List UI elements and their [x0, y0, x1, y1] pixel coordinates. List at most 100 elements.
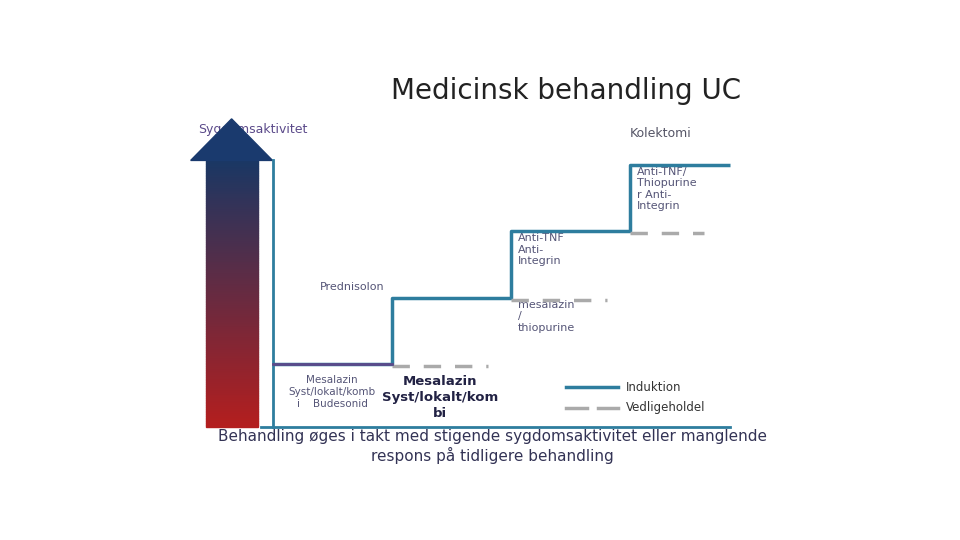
Bar	[205, 380, 257, 382]
Bar	[205, 316, 257, 318]
Bar	[205, 261, 257, 264]
Bar	[205, 164, 257, 166]
Text: Vedligeholdel: Vedligeholdel	[626, 401, 706, 414]
Bar	[205, 267, 257, 269]
Bar	[205, 210, 257, 212]
Bar	[205, 278, 257, 279]
Bar	[205, 177, 257, 178]
Bar	[205, 192, 257, 194]
Bar	[205, 384, 257, 386]
Bar	[205, 329, 257, 330]
Bar	[205, 414, 257, 416]
Bar	[205, 246, 257, 247]
Bar	[205, 295, 257, 297]
Bar	[205, 276, 257, 278]
Bar	[205, 315, 257, 316]
Bar	[205, 341, 257, 343]
Bar	[205, 279, 257, 281]
Bar	[205, 233, 257, 235]
Bar	[205, 194, 257, 196]
Bar	[205, 247, 257, 249]
Bar	[205, 184, 257, 185]
Bar	[205, 386, 257, 388]
Bar	[205, 410, 257, 413]
Bar	[205, 264, 257, 265]
Bar	[205, 417, 257, 420]
Text: Behandling øges i takt med stigende sygdomsaktivitet eller manglende
respons på : Behandling øges i takt med stigende sygd…	[218, 429, 766, 464]
Bar	[205, 228, 257, 230]
Bar	[205, 222, 257, 224]
Bar	[205, 389, 257, 391]
Bar	[205, 290, 257, 292]
Bar	[205, 242, 257, 244]
Bar	[205, 368, 257, 370]
Bar	[205, 199, 257, 201]
Bar	[205, 403, 257, 405]
Bar	[205, 251, 257, 253]
Bar	[205, 302, 257, 304]
Bar	[205, 286, 257, 288]
Bar	[205, 421, 257, 423]
Bar	[205, 322, 257, 323]
Bar	[205, 388, 257, 389]
Bar	[205, 420, 257, 421]
Bar	[205, 167, 257, 170]
Bar	[205, 355, 257, 357]
Bar	[205, 244, 257, 246]
Bar	[205, 208, 257, 210]
Bar	[205, 256, 257, 258]
Bar	[205, 271, 257, 272]
Bar	[205, 306, 257, 308]
Bar	[205, 214, 257, 215]
Bar	[205, 313, 257, 315]
Bar	[205, 240, 257, 242]
Bar	[205, 274, 257, 276]
Bar	[205, 357, 257, 359]
Bar	[205, 330, 257, 333]
Bar	[205, 395, 257, 396]
Bar	[205, 265, 257, 267]
Bar	[205, 232, 257, 233]
Bar	[205, 350, 257, 352]
Bar	[205, 343, 257, 345]
Bar	[205, 191, 257, 192]
Text: Mesalazin
Syst/lokalt/kom
bi: Mesalazin Syst/lokalt/kom bi	[382, 375, 498, 420]
Bar	[205, 297, 257, 299]
Bar	[205, 198, 257, 199]
Bar	[205, 364, 257, 366]
Bar	[205, 249, 257, 251]
Bar	[205, 402, 257, 403]
Bar	[205, 363, 257, 364]
Bar	[205, 361, 257, 363]
Bar	[205, 416, 257, 417]
Bar	[205, 166, 257, 167]
Text: Anti-TNF
Anti-
Integrin: Anti-TNF Anti- Integrin	[518, 233, 564, 266]
Bar	[205, 354, 257, 355]
Bar	[205, 253, 257, 254]
Bar	[205, 239, 257, 240]
Bar	[205, 173, 257, 174]
Bar	[205, 372, 257, 373]
Text: Prednisolon: Prednisolon	[320, 282, 384, 292]
Bar	[205, 196, 257, 198]
Bar	[205, 182, 257, 184]
Bar	[205, 180, 257, 182]
Bar	[205, 187, 257, 189]
Bar	[205, 171, 257, 173]
Bar	[205, 413, 257, 414]
Bar	[205, 281, 257, 283]
Bar	[205, 348, 257, 350]
Bar	[205, 311, 257, 313]
Bar	[205, 334, 257, 336]
Bar	[205, 221, 257, 222]
Bar	[205, 333, 257, 334]
Bar	[205, 347, 257, 348]
Bar	[205, 382, 257, 384]
Bar	[205, 345, 257, 347]
Bar	[205, 174, 257, 177]
Bar	[205, 160, 257, 162]
Bar	[205, 323, 257, 326]
Bar	[205, 205, 257, 207]
Bar	[205, 162, 257, 164]
Bar	[205, 423, 257, 425]
